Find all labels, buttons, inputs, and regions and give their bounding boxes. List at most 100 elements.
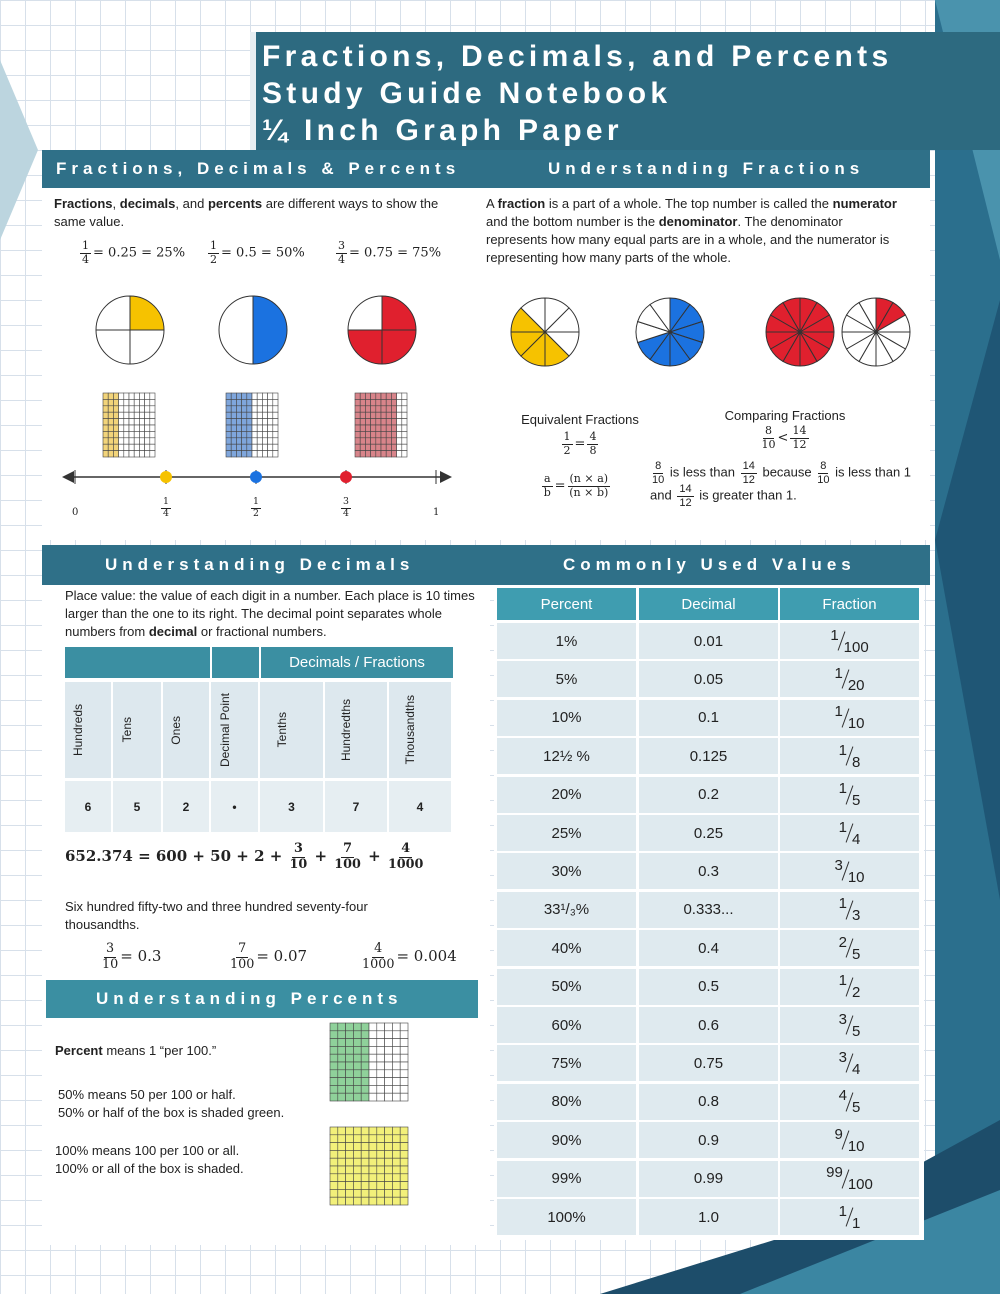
- grid-cell: [376, 1134, 385, 1143]
- grid-cell: [236, 411, 242, 419]
- grid-cell: [368, 1085, 378, 1094]
- numerator: 1: [834, 664, 843, 682]
- text-segment: fraction: [497, 196, 546, 211]
- grid-cell: [337, 1085, 346, 1094]
- numerator: 1: [208, 239, 220, 254]
- grid-cell: [133, 431, 140, 439]
- grid-cell: [365, 431, 371, 439]
- section-heading: Understanding Fractions: [548, 159, 865, 178]
- grid-cell: [384, 1134, 393, 1143]
- title: Fractions, Decimals, and Percents Study …: [262, 38, 892, 149]
- table-cell: 40%: [497, 930, 636, 967]
- denominator: 100: [230, 956, 255, 972]
- grid-cell: [329, 1030, 339, 1039]
- grid-cell: [368, 1196, 378, 1206]
- table-header: [65, 647, 210, 678]
- math-text: =: [574, 436, 586, 452]
- grid-cell: [149, 424, 156, 432]
- grid-cell: [267, 392, 274, 400]
- grid-cell: [392, 1061, 401, 1071]
- side-triangle: [935, 300, 1000, 900]
- grid-cell: [246, 399, 253, 407]
- grid-cell: [267, 443, 274, 451]
- grid-cell: [391, 392, 397, 400]
- table-header: [212, 647, 259, 678]
- grid-cell: [368, 1053, 378, 1063]
- grid-cell: [230, 424, 237, 432]
- grid-cell: [392, 1077, 401, 1086]
- digit: 4: [389, 781, 451, 832]
- math-text: = 0.004: [396, 947, 457, 966]
- grid-cell: [359, 418, 366, 426]
- table-cell: 0.8: [639, 1083, 778, 1120]
- table-cell: 30%: [497, 853, 636, 890]
- grid-cell: [368, 1030, 378, 1039]
- grid-cell: [139, 418, 145, 426]
- grid-cell: [123, 437, 130, 445]
- numerator: 3: [838, 1048, 847, 1066]
- grid-cell: [241, 443, 248, 451]
- grid-cell: [396, 437, 403, 445]
- grid-cell: [107, 405, 114, 413]
- math-text: and: [650, 487, 676, 503]
- grid-cell: [251, 431, 258, 439]
- digit: 6: [65, 781, 111, 832]
- table-cell: 33¹/₃%: [497, 891, 636, 928]
- denominator: 2: [563, 443, 571, 457]
- grid-cell: [375, 399, 382, 407]
- section-heading: Understanding Decimals: [105, 555, 415, 574]
- grid-cell: [128, 399, 135, 407]
- grid-cell: [113, 399, 119, 407]
- table-cell: 0.1: [639, 699, 778, 736]
- fraction: 14 12: [790, 424, 809, 451]
- grid-cell: [392, 1092, 401, 1102]
- grid-cell: [376, 1030, 385, 1039]
- point: [340, 471, 352, 483]
- grid-cell: [401, 418, 408, 426]
- grid-cell: [353, 1061, 362, 1071]
- digit: 7: [325, 781, 387, 832]
- grid-cell: [329, 1069, 339, 1078]
- grid-cell: [337, 1061, 346, 1071]
- grid-cell: [107, 450, 114, 458]
- grid-cell: [262, 392, 268, 400]
- grid-cell: [368, 1134, 378, 1143]
- text-segment: denominator: [658, 214, 738, 229]
- fraction: 14 12: [677, 483, 694, 509]
- grid-cell: [368, 1173, 378, 1182]
- grid-cell: [230, 431, 237, 439]
- grid-cell: [368, 1038, 378, 1047]
- grid-cell: [329, 1038, 339, 1047]
- grid-cell: [345, 1069, 354, 1078]
- numerator: 1: [834, 703, 843, 721]
- table-cell: 1 20: [780, 661, 919, 698]
- grid-cell: [113, 437, 119, 445]
- grid-cell: [401, 437, 408, 445]
- numerator: 8: [763, 424, 775, 439]
- grid-cell: [391, 418, 397, 426]
- grid-cell: [399, 1022, 409, 1032]
- grid-cell: [230, 392, 237, 400]
- grid-cell: [376, 1181, 385, 1190]
- grid-cell: [107, 399, 114, 407]
- grid-cell: [360, 1196, 370, 1206]
- column-header: Decimal: [639, 588, 778, 620]
- grid-cell: [225, 399, 232, 407]
- column-header: Ones: [163, 682, 209, 778]
- grid-cell: [102, 399, 109, 407]
- grid-cell: [353, 1126, 362, 1136]
- grid-cell: [353, 1046, 362, 1055]
- grid-cell: [360, 1022, 370, 1032]
- grid-cell: [329, 1022, 339, 1032]
- numerator: 7: [341, 841, 355, 858]
- grid-cell: [368, 1046, 378, 1055]
- math-text: = 0.3: [120, 947, 162, 966]
- table-cell: 75%: [497, 1045, 636, 1082]
- grid-cell: [353, 1134, 362, 1143]
- grid-cell: [399, 1038, 409, 1047]
- grid-cell: [118, 392, 125, 400]
